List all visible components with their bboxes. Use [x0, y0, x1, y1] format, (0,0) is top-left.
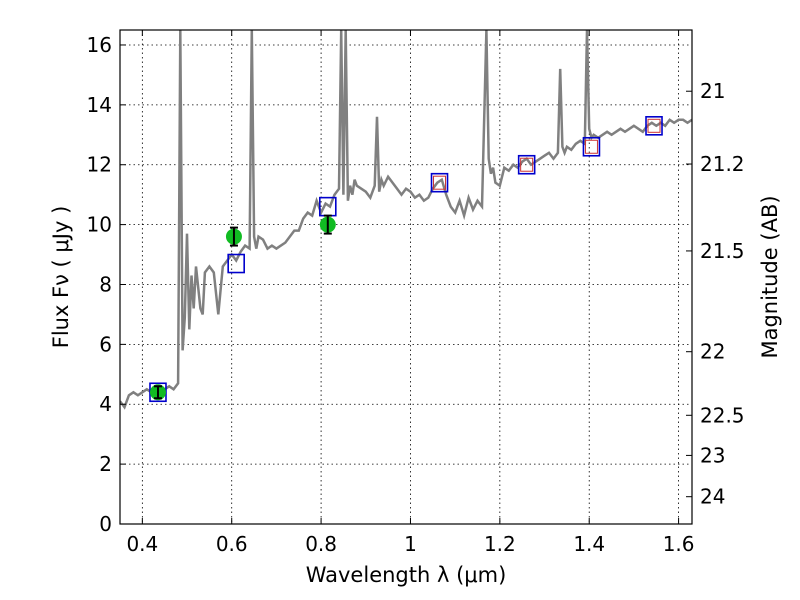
model-box-inner [647, 118, 661, 133]
x-tick-label: 1.4 [573, 532, 605, 556]
model-box [582, 136, 601, 157]
y2-tick-label: 22.5 [700, 403, 745, 427]
y2-tick-label: 21 [700, 79, 725, 103]
x-axis-label: Wavelength λ (μm) [306, 563, 507, 587]
plot-area [120, 30, 692, 410]
y-tick-label: 0 [99, 512, 112, 536]
x-tick-label: 1 [404, 532, 417, 556]
y-tick-label: 12 [87, 153, 112, 177]
y-tick-label: 16 [87, 33, 112, 57]
y2-tick-label: 21.2 [700, 152, 745, 176]
model-box [430, 172, 449, 193]
axis-ticks: 0.4 0.6 0.8 1 1.2 1.4 1.602468101214162121.221… [87, 30, 745, 556]
y-tick-label: 4 [99, 392, 112, 416]
y2-axis-label: Magnitude (AB) [758, 195, 782, 358]
plot-frame [119, 29, 693, 525]
x-tick-label: 0.4 [126, 532, 158, 556]
y-tick-label: 14 [87, 93, 112, 117]
model-boxes [149, 116, 663, 403]
x-tick-label: 0.8 [305, 532, 337, 556]
observed-points [149, 214, 336, 401]
model-box-inner [520, 157, 534, 172]
model-box [645, 116, 663, 136]
x-tick-label: 1.2 [484, 532, 516, 556]
model-box-inner [433, 175, 447, 190]
y-tick-label: 10 [87, 213, 112, 237]
x-tick-label: 0.6 [216, 532, 248, 556]
y-tick-label: 8 [99, 272, 112, 296]
y2-tick-label: 22 [700, 340, 725, 364]
spectrum-line [120, 30, 692, 410]
y-axis-label: Flux Fν ( μJy ) [49, 206, 73, 349]
y2-tick-label: 24 [700, 485, 725, 509]
x-tick-label: 1.6 [663, 532, 695, 556]
model-box-inner [584, 139, 598, 154]
y2-tick-label: 23 [700, 443, 725, 467]
model-box [517, 154, 536, 175]
y-tick-label: 2 [99, 452, 112, 476]
y2-tick-label: 21.5 [700, 239, 745, 263]
model-box [227, 253, 245, 274]
y-tick-label: 6 [99, 332, 112, 356]
